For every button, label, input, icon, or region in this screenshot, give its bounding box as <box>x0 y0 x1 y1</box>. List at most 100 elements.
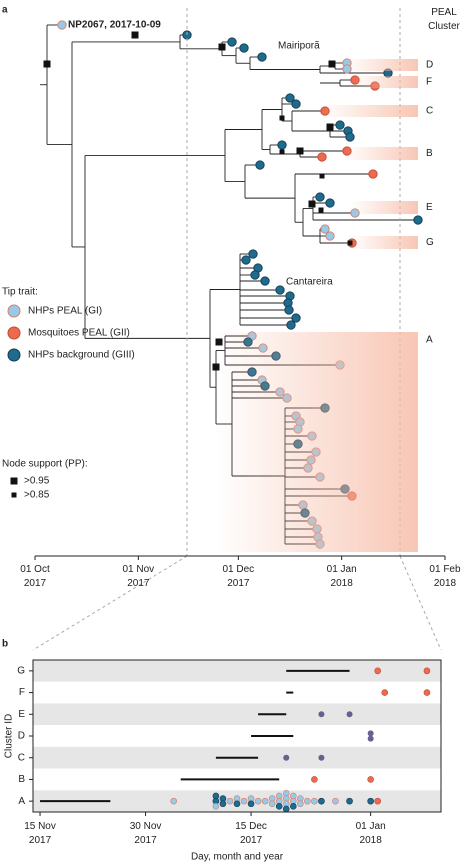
tip <box>241 255 251 265</box>
row-band <box>33 703 441 726</box>
support-marker <box>318 207 324 213</box>
tip <box>277 140 287 150</box>
legend-title: Node support (PP): <box>2 459 88 470</box>
support-marker <box>131 31 139 39</box>
date-point <box>268 800 276 808</box>
support-marker <box>218 43 226 51</box>
date-point <box>233 800 241 808</box>
date-point <box>170 797 177 805</box>
cluster-label: A <box>426 335 433 346</box>
x-tick-label: 01 Nov 2017 <box>122 564 154 589</box>
date-point <box>247 800 255 808</box>
x-tick-label: 01 Dec 2017 <box>222 564 254 589</box>
x-tick-label: 15 Dec 2017 <box>235 821 267 846</box>
y-tick-label: F <box>19 687 25 698</box>
x-tick-label: 01 Oct 2017 <box>20 564 50 589</box>
row-band <box>33 660 441 682</box>
plot-frame <box>32 659 442 813</box>
tip <box>345 132 355 142</box>
support-marker <box>319 173 325 179</box>
legend-title: Tip trait: <box>2 287 38 298</box>
legend-label: NHPs background (GIII) <box>28 350 135 361</box>
zoom-line <box>32 555 188 651</box>
date-point <box>283 754 290 761</box>
support-marker <box>328 60 336 68</box>
support-marker <box>308 200 316 208</box>
date-point <box>219 800 227 808</box>
tip <box>257 52 267 62</box>
support-marker <box>326 123 334 131</box>
legend-label: Mosquitoes PEAL (GII) <box>28 328 130 339</box>
date-point <box>318 754 325 761</box>
y-tick-label: G <box>17 665 25 676</box>
cluster-band <box>345 147 418 160</box>
date-point <box>367 735 374 742</box>
tip <box>413 215 423 225</box>
date-point <box>275 803 283 810</box>
date-point <box>423 689 431 696</box>
panel-label: a <box>2 5 8 16</box>
tip <box>368 169 378 179</box>
date-point <box>212 803 220 810</box>
legend-label: >0.85 <box>24 490 50 501</box>
tip <box>239 43 249 53</box>
support-marker <box>279 115 285 121</box>
date-point <box>254 797 262 805</box>
clade-label: Cantareira <box>286 277 333 288</box>
tip <box>325 198 335 208</box>
date-point <box>289 803 297 810</box>
tip <box>250 270 260 280</box>
date-point <box>282 805 290 813</box>
x-axis-label: Day, month and year <box>191 852 284 863</box>
y-tick-label: C <box>18 752 25 763</box>
y-tick-label: B <box>18 774 25 785</box>
clade-label: Mairiporã <box>278 41 320 52</box>
legend-marker <box>11 492 17 498</box>
date-point <box>367 730 374 737</box>
cluster-band <box>350 201 418 214</box>
date-point <box>367 797 374 805</box>
cluster-band <box>215 332 418 552</box>
cluster-band <box>320 105 418 117</box>
tip <box>260 276 270 286</box>
date-point <box>304 797 311 805</box>
y-axis-label: Cluster ID <box>4 714 15 758</box>
y-tick-label: A <box>18 796 25 807</box>
y-tick-label: D <box>18 731 25 742</box>
tip <box>255 160 265 170</box>
cluster-band <box>353 76 418 88</box>
x-tick-label: 30 Nov 2017 <box>130 821 162 846</box>
date-point <box>381 689 389 696</box>
cluster-header: PEAL Cluster <box>428 7 460 32</box>
support-marker <box>296 147 304 155</box>
legend-marker <box>10 477 18 485</box>
tip <box>317 152 327 162</box>
legend-label: NHPs PEAL (GI) <box>28 306 102 317</box>
tip <box>285 93 295 103</box>
x-tick-label: 01 Jan 2018 <box>327 564 357 589</box>
cluster-label: C <box>426 106 433 117</box>
cluster-label: G <box>426 237 434 248</box>
legend-marker <box>7 304 21 318</box>
date-point <box>226 797 234 805</box>
tip <box>227 37 237 47</box>
x-tick-label: 01 Feb 2018 <box>429 564 461 589</box>
date-point <box>297 800 304 808</box>
tip <box>57 20 67 30</box>
cluster-label: F <box>426 77 432 88</box>
tip <box>291 99 301 109</box>
date-point <box>374 797 381 805</box>
cluster-band <box>345 59 418 71</box>
row-band <box>33 725 441 747</box>
cluster-label: E <box>426 202 433 213</box>
tip <box>320 224 330 234</box>
date-point <box>332 797 339 805</box>
date-point <box>311 797 318 805</box>
row-band <box>33 681 441 704</box>
support-marker <box>279 149 285 155</box>
date-point <box>318 797 325 805</box>
zoom-line <box>399 555 442 651</box>
cluster-band <box>350 236 418 249</box>
y-tick-label: E <box>18 709 25 720</box>
